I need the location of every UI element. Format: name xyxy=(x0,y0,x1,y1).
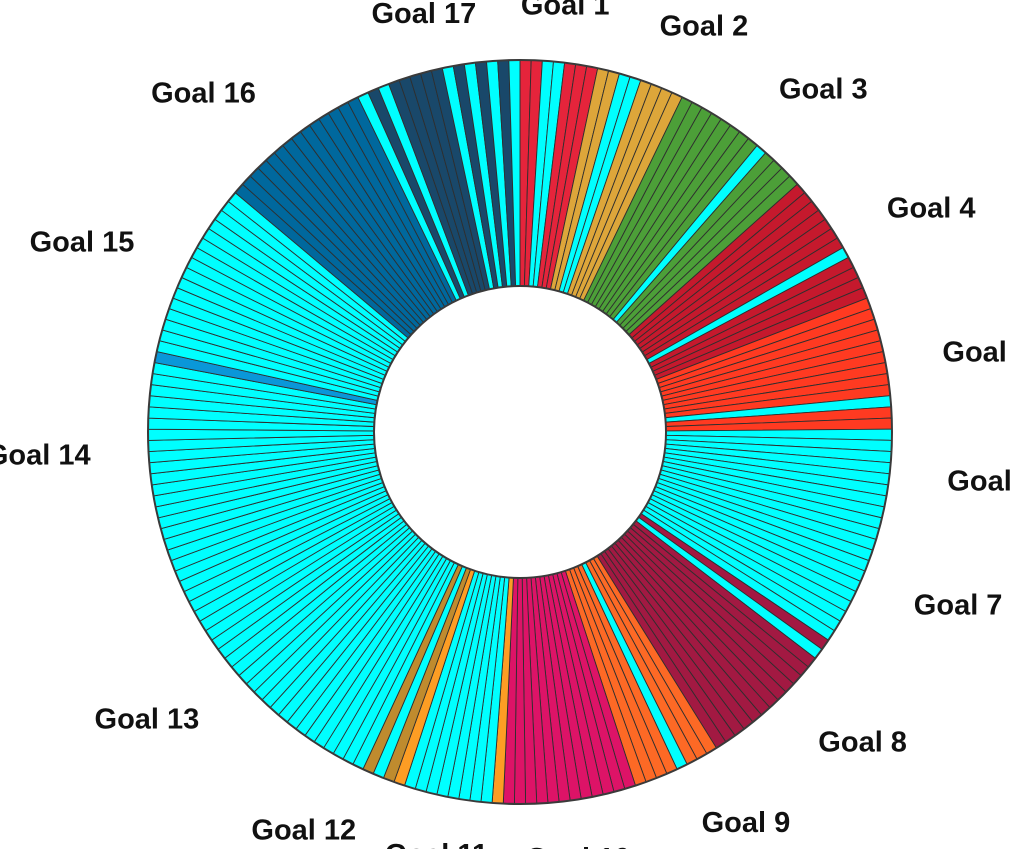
goal-6-label: Goal 6 xyxy=(947,465,1012,497)
goal-14-label: Goal 14 xyxy=(0,440,91,472)
goal-3-label: Goal 3 xyxy=(779,74,868,106)
goal-15-label: Goal 15 xyxy=(30,227,135,259)
goal-8-label: Goal 8 xyxy=(818,727,907,759)
goal-7-label: Goal 7 xyxy=(914,590,1003,622)
donut-inner-outline xyxy=(373,285,667,579)
goal-11-label: Goal 11 xyxy=(385,839,488,849)
goal-13-label: Goal 13 xyxy=(95,703,200,735)
goal-12-label: Goal 12 xyxy=(251,815,356,847)
goal-5-label: Goal 5 xyxy=(942,337,1012,369)
goal-4-label: Goal 4 xyxy=(887,193,976,225)
goal-9-label: Goal 9 xyxy=(702,807,791,839)
goal-2-label: Goal 2 xyxy=(660,10,749,42)
donut-outer-outline xyxy=(147,59,893,805)
goal-10-label: Goal 10 xyxy=(526,843,631,849)
goal-17-label: Goal 17 xyxy=(372,0,477,30)
goal-1-label: Goal 1 xyxy=(521,0,610,21)
goal-16-label: Goal 16 xyxy=(151,78,256,110)
